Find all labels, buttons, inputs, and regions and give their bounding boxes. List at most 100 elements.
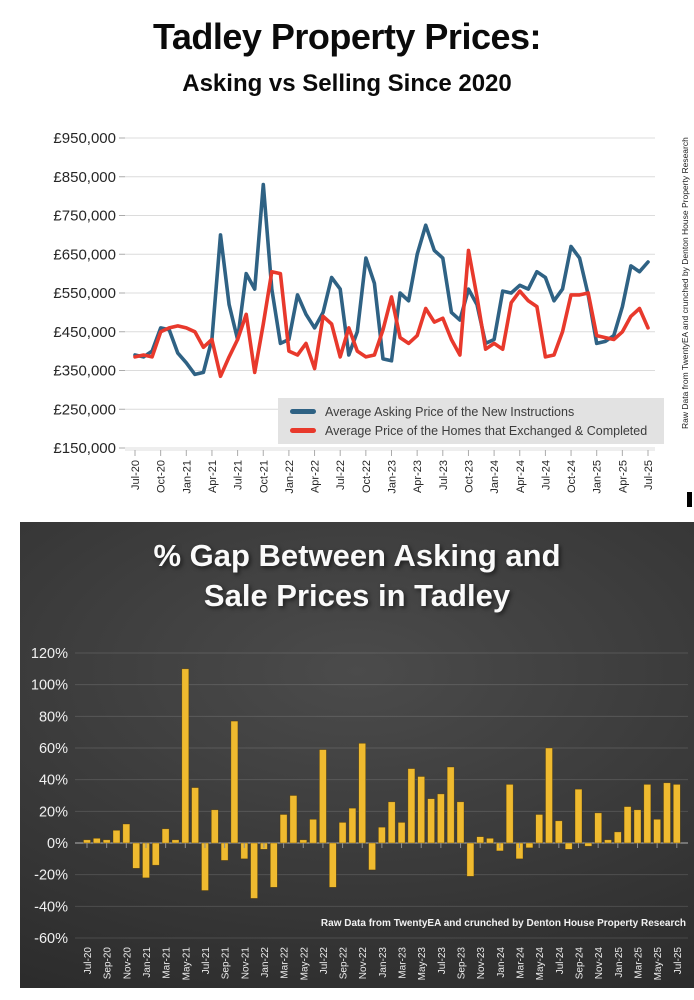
y-axis-label: £150,000 <box>53 440 116 457</box>
x-axis-label: May-23 <box>417 947 428 981</box>
y-axis-label: 80% <box>39 709 68 725</box>
x-axis-label: Mar-22 <box>280 947 291 979</box>
x-axis-label: Apr-23 <box>412 460 424 493</box>
x-axis-label: Oct-23 <box>463 460 475 493</box>
y-axis-label: 60% <box>39 741 68 757</box>
x-axis-label: Jan-25 <box>614 947 625 978</box>
gap-chart-panel: 120% 100% 80% 60% 40% 20% 0% -20% -40% -60% Jul-20… <box>20 522 694 988</box>
y-axis-label: -60% <box>34 931 68 947</box>
gap-bar <box>328 842 337 888</box>
x-axis-label: Sep-23 <box>457 947 468 980</box>
gap-bar <box>505 784 514 844</box>
data-source-caption: Raw Data from TwentyEA and crunched by D… <box>321 918 686 929</box>
gap-bar <box>132 842 140 869</box>
x-axis-label: Nov-24 <box>594 947 605 980</box>
gap-bar <box>122 823 131 844</box>
legend-row-sold: Average Price of the Homes that Exchange… <box>290 421 664 440</box>
page-subtitle: Asking vs Selling Since 2020 <box>182 70 512 97</box>
x-axis-label: Jan-21 <box>142 947 153 978</box>
gap-bar <box>437 793 445 844</box>
gap-bar <box>584 842 593 847</box>
gap-bar <box>309 818 317 844</box>
gap-bar <box>83 839 91 844</box>
gap-bar <box>397 822 406 844</box>
gap-bar <box>574 788 583 844</box>
x-axis-label: Nov-23 <box>476 947 487 980</box>
x-axis-label: Apr-21 <box>207 460 219 493</box>
gap-chart-title-line2: Sale Prices in Tadley <box>203 577 511 613</box>
gap-bar <box>387 801 396 844</box>
legend-label-asking: Average Asking Price of the New Instruct… <box>325 404 575 419</box>
gap-bar <box>201 842 209 891</box>
x-axis-label: Apr-25 <box>617 460 629 493</box>
gap-bar <box>594 812 603 844</box>
x-axis-label: Jan-22 <box>260 947 271 978</box>
asking-vs-selling-line-chart: £950,000 £850,000 £750,000 £650,000 £550,000… <box>53 130 655 494</box>
x-axis-label: Jul-25 <box>643 460 655 490</box>
gap-bar <box>348 807 357 844</box>
gap-bar <box>672 784 681 844</box>
legend-swatch-sold-icon <box>290 428 316 433</box>
gap-bar <box>545 747 553 844</box>
x-axis-label: Sep-24 <box>575 947 586 980</box>
y-axis-label: 120% <box>31 646 68 662</box>
y-axis-label: 0% <box>47 836 68 852</box>
gap-bar <box>633 809 642 844</box>
x-axis-label: Oct-21 <box>258 460 270 493</box>
y-axis-label: -40% <box>34 899 68 915</box>
y-axis-label: £750,000 <box>53 208 116 225</box>
x-axis-label: Jul-22 <box>319 947 330 975</box>
x-axis-label: Jul-21 <box>201 947 212 975</box>
gap-bar <box>191 787 199 844</box>
x-axis-label: Jan-23 <box>387 460 399 494</box>
x-axis-label: Jul-25 <box>673 947 684 975</box>
gap-bar <box>663 782 671 844</box>
gap-bar <box>486 837 494 844</box>
x-axis-label: Jan-21 <box>181 460 193 494</box>
x-axis-label: Jul-21 <box>233 460 245 490</box>
x-axis-label: Nov-21 <box>240 947 251 980</box>
x-axis-label: Mar-23 <box>398 947 409 979</box>
gap-bar <box>525 842 534 849</box>
x-axis-label: Mar-21 <box>162 947 173 979</box>
gap-bar <box>152 842 160 866</box>
y-axis-label: £350,000 <box>53 363 116 380</box>
gap-bar-chart: 120% 100% 80% 60% 40% 20% 0% -20% -40% -60% Jul-20… <box>31 646 688 981</box>
x-axis-label: Jul-20 <box>83 947 94 975</box>
x-axis-label: Jul-23 <box>438 460 450 490</box>
gap-bar <box>535 814 544 844</box>
legend: Average Asking Price of the New Instruct… <box>278 398 664 444</box>
x-axis-label: Sep-20 <box>103 947 114 980</box>
x-axis-label: Mar-24 <box>516 947 527 979</box>
y-axis-label: £550,000 <box>53 285 116 302</box>
gap-bar <box>643 784 652 844</box>
y-axis-label: 100% <box>31 678 68 694</box>
y-axis-label: £650,000 <box>53 246 116 263</box>
x-axis-label: Oct-22 <box>361 460 373 493</box>
gap-bar <box>653 818 661 844</box>
gap-bar <box>368 842 376 871</box>
gap-bar <box>270 842 278 888</box>
gap-bar <box>417 776 426 844</box>
data-source-note-vertical: Raw Data from TwentyEA and crunched by D… <box>680 137 690 429</box>
gap-bar <box>230 720 239 844</box>
x-axis-label: Oct-24 <box>566 460 578 493</box>
sold-price-line <box>133 248 650 379</box>
gap-bar <box>142 842 150 879</box>
gap-bar <box>564 842 573 850</box>
y-axis-label: 40% <box>39 773 68 789</box>
gap-bar <box>161 828 170 844</box>
x-axis-label: Jul-22 <box>335 460 347 490</box>
gap-bar <box>211 809 219 844</box>
gap-bar <box>279 814 288 844</box>
gap-bar <box>299 839 308 844</box>
gap-chart-title-line1: % Gap Between Asking and <box>153 538 561 573</box>
gap-bar <box>171 839 180 844</box>
x-axis-label: Jan-24 <box>496 947 507 978</box>
gap-bar <box>181 668 190 844</box>
x-axis-label: Sep-21 <box>221 947 232 980</box>
x-axis-label: Jul-23 <box>437 947 448 975</box>
y-axis-label: -20% <box>34 868 68 884</box>
x-axis-label: Apr-24 <box>515 460 527 493</box>
